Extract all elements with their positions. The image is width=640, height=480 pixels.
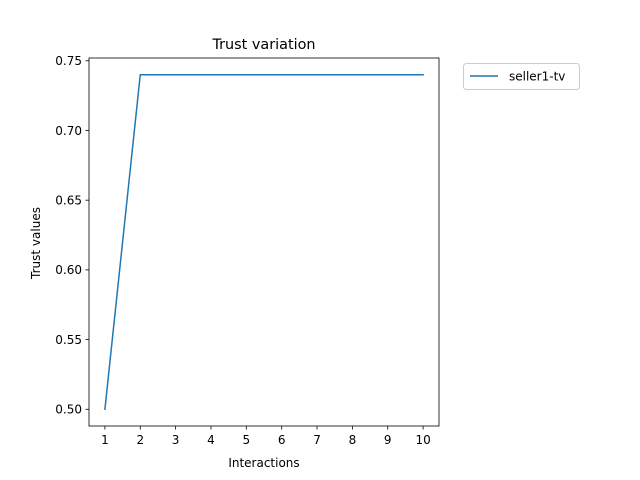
y-tick-label: 0.55 — [55, 333, 82, 347]
x-tick-label: 1 — [101, 433, 109, 447]
legend-label-seller1-tv: seller1-tv — [509, 70, 565, 84]
axes-frame — [88, 57, 440, 427]
x-tick-label: 2 — [136, 433, 144, 447]
plot-area: 1 2 3 4 5 6 7 8 9 10 0.50 0.55 0.60 0.65 0.70 0.75 — [55, 54, 440, 447]
y-axis-label: Trust values — [29, 207, 43, 280]
x-tick-label: 9 — [384, 433, 392, 447]
series-line-seller1-tv — [104, 73, 424, 411]
chart-title: Trust variation — [211, 37, 315, 53]
legend: seller1-tv — [463, 63, 580, 90]
y-tick-label: 0.75 — [55, 54, 82, 68]
x-tick-label: 7 — [313, 433, 321, 447]
y-tick-label: 0.65 — [55, 193, 82, 207]
y-tick-label: 0.60 — [55, 263, 82, 277]
y-tick-label: 0.50 — [55, 403, 82, 417]
legend-frame — [463, 63, 580, 90]
x-tick-label: 6 — [278, 433, 286, 447]
x-tick-label: 8 — [349, 433, 357, 447]
x-tick-label: 3 — [172, 433, 180, 447]
x-tick-label: 10 — [415, 433, 430, 447]
x-tick-label: 5 — [243, 433, 251, 447]
x-axis-label: Interactions — [228, 456, 299, 470]
x-tick-label: 4 — [207, 433, 215, 447]
y-tick-label: 0.70 — [55, 124, 82, 138]
